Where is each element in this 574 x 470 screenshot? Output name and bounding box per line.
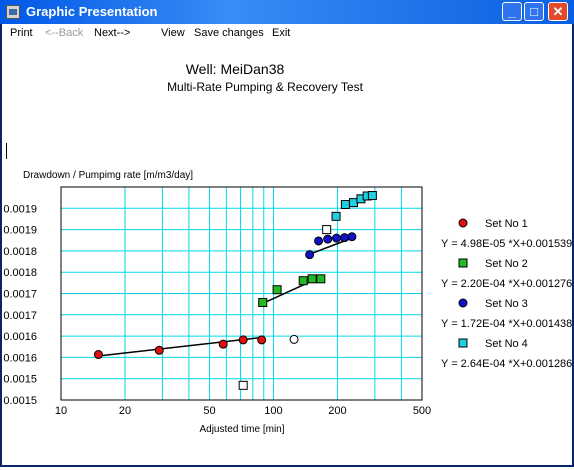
legend-marker [458, 338, 468, 348]
data-point [258, 297, 268, 307]
app-icon [6, 5, 20, 19]
data-point [238, 380, 248, 390]
data-point [305, 250, 315, 260]
y-tick-label: 0.0016 [3, 331, 37, 343]
data-point [238, 335, 248, 345]
well-title: Well: MeiDan38 [186, 61, 285, 77]
y-tick-label: 0.0015 [3, 395, 37, 407]
y-tick-label: 0.0018 [3, 267, 37, 279]
test-title: Multi-Rate Pumping & Recovery Test [167, 80, 364, 94]
chart-svg: Well: MeiDan38 Multi-Rate Pumping & Reco… [3, 61, 572, 435]
menu-exit[interactable]: Exit [272, 27, 291, 39]
legend-label: Set No 4 [485, 338, 528, 350]
legend: Set No 1 Y = 4.98E-05 *X+0.001539 Set No 2… [441, 218, 572, 370]
menu-save-changes[interactable]: Save changes [194, 27, 264, 39]
x-tick-label: 500 [413, 405, 431, 417]
plot-area: 10 20 50 100 200 500 0.0015 0.0015 0.0016 0.0016 0… [3, 186, 431, 417]
data-point [257, 335, 267, 345]
data-point [348, 198, 358, 208]
y-tick-label: 0.0015 [3, 374, 37, 386]
menu-print[interactable]: Print [10, 27, 33, 39]
minimize-button[interactable]: _ [502, 2, 522, 21]
fit-equation: Y = 4.98E-05 *X+0.001539 [441, 238, 572, 250]
text-caret [6, 143, 7, 159]
data-point [298, 276, 308, 286]
y-tick-label: 0.0018 [3, 246, 37, 258]
y-tick-label: 0.0017 [3, 289, 37, 301]
data-point [332, 233, 342, 243]
fit-line [98, 336, 262, 357]
data-point [367, 191, 377, 201]
data-point [272, 285, 282, 295]
data-point [93, 350, 103, 360]
legend-label: Set No 3 [485, 298, 528, 310]
data-point [307, 274, 317, 284]
y-axis-label: Drawdown / Pumpimg rate [m/m3/day] [23, 170, 193, 181]
menu-view[interactable]: View [161, 27, 185, 39]
y-tick-label: 0.0017 [3, 310, 37, 322]
y-tick-label: 0.0016 [3, 352, 37, 364]
fit-equation: Y = 1.72E-04 *X+0.001438 [441, 318, 572, 330]
data-point [154, 345, 164, 355]
x-tick-label: 10 [55, 405, 67, 417]
fit-equation: Y = 2.20E-04 *X+0.001276 [441, 278, 572, 290]
data-point [331, 211, 341, 221]
data-point [340, 233, 350, 243]
maximize-button[interactable]: □ [524, 2, 544, 21]
data-point [314, 236, 324, 246]
x-tick-label: 100 [264, 405, 282, 417]
legend-marker [458, 218, 468, 228]
legend-label: Set No 2 [485, 258, 528, 270]
chart-area: Well: MeiDan38 Multi-Rate Pumping & Reco… [2, 43, 572, 465]
menu-next[interactable]: Next--> [94, 27, 131, 39]
data-point [316, 274, 326, 284]
legend-marker [458, 298, 468, 308]
y-tick-label: 0.0019 [3, 225, 37, 237]
menu-bar: Print <--Back Next--> View Save changes … [2, 24, 572, 43]
close-button[interactable]: ✕ [548, 2, 568, 21]
x-tick-label: 20 [119, 405, 131, 417]
data-point [340, 200, 350, 210]
data-point [322, 225, 332, 235]
data-point [218, 339, 228, 349]
data-point [323, 234, 333, 244]
legend-label: Set No 1 [485, 218, 528, 230]
plot-border [60, 186, 423, 401]
title-bar[interactable]: Graphic Presentation _ □ ✕ [0, 0, 574, 24]
x-axis-label: Adjusted time [min] [199, 424, 284, 435]
window-title: Graphic Presentation [26, 4, 158, 19]
legend-marker [458, 258, 468, 268]
data-point [289, 334, 299, 344]
fit-equation: Y = 2.64E-04 *X+0.001286 [441, 358, 572, 370]
x-tick-label: 200 [328, 405, 346, 417]
data-point [347, 232, 357, 242]
menu-back[interactable]: <--Back [45, 27, 84, 39]
x-tick-label: 50 [203, 405, 215, 417]
y-tick-label: 0.0019 [3, 203, 37, 215]
